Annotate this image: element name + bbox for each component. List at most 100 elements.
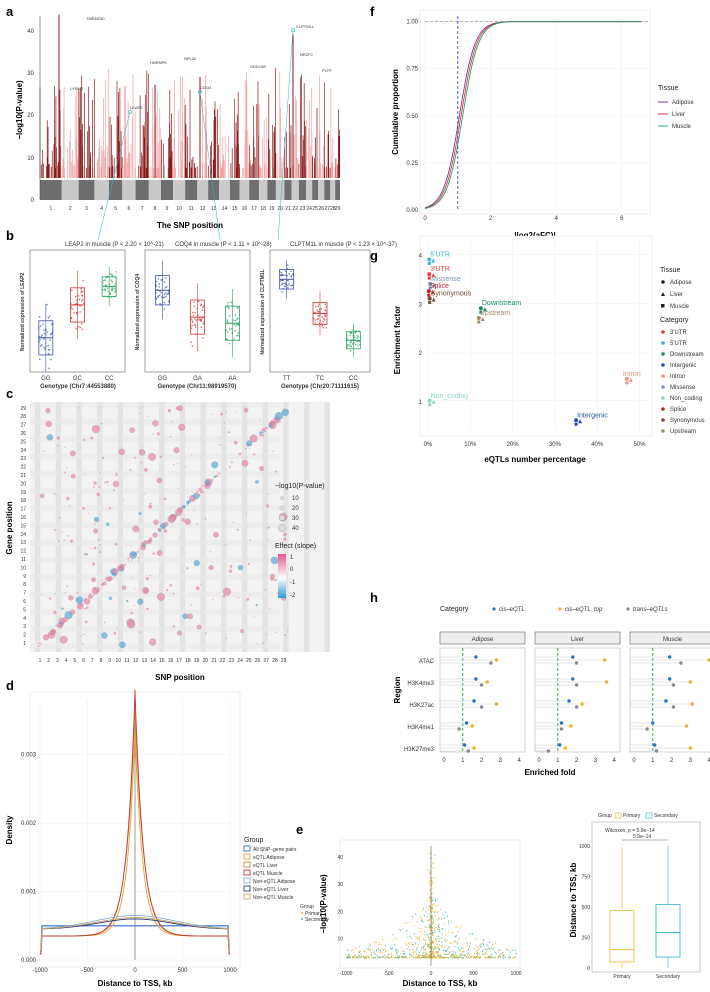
grid-band-x — [221, 402, 227, 652]
grid-band-y — [30, 436, 280, 443]
fold-xtick-1-0: 0 — [537, 758, 541, 764]
eqtl-bubble — [232, 461, 234, 464]
bubble-ytick-15: 15 — [20, 523, 26, 529]
box-point — [288, 273, 291, 275]
eqtl-bubble — [127, 557, 130, 560]
eqtl-bubble — [172, 625, 175, 628]
fold-point-H3K27me3-0 — [557, 743, 562, 747]
eqtl-bubble — [262, 432, 264, 434]
enr-tissue-shape-2 — [661, 304, 665, 308]
box-point — [349, 350, 352, 352]
eqtl-bubble — [97, 538, 100, 541]
fold-legend-item-0: cis–eQTL — [499, 607, 525, 613]
tss-xtick-0: 0 — [430, 971, 433, 977]
fold-point-H3K27ac-2 — [671, 705, 676, 709]
box3-ylabel: Normalized expression of CLPTM1L — [260, 269, 266, 354]
bubble-ytick-4: 4 — [23, 616, 26, 622]
box-point — [237, 332, 240, 335]
eqtl-bubble — [93, 594, 95, 596]
box-point — [80, 322, 83, 325]
eqtl-bubble — [195, 586, 200, 591]
tss-scatter-xlabel: Distance to TSS, kb — [403, 979, 478, 988]
eqtl-bubble — [138, 449, 146, 456]
density-curve-0 — [40, 925, 230, 952]
box-point — [324, 303, 327, 306]
eqtl-bubble — [223, 587, 231, 596]
box-legend-secondary-swatch — [645, 812, 653, 819]
box-point — [111, 280, 114, 283]
box-point — [49, 333, 52, 336]
fold-point-H3K4me3-2 — [671, 683, 676, 687]
eqtl-bubble — [61, 621, 65, 625]
enr-cat-item-3: Intergenic — [670, 363, 696, 369]
bubble-xtick-2: 2 — [47, 658, 50, 664]
fold-point-H3K4me1-0 — [464, 721, 469, 725]
fold-facet-strip-1 — [534, 631, 621, 645]
grid-band-y — [30, 505, 280, 512]
eqtl-bubble — [66, 496, 70, 501]
density-xtick-0: 0 — [133, 968, 137, 974]
eqtl-bubble — [106, 580, 109, 582]
chr-peaks-23 — [298, 74, 306, 178]
box-point — [41, 334, 43, 337]
eqtl-bubble — [156, 477, 163, 484]
box-point — [74, 295, 77, 298]
chr-band-25 — [312, 180, 319, 200]
fold-point-H3K27me3-0 — [652, 743, 657, 747]
chr-band-26 — [318, 180, 325, 200]
eqtl-bubble — [129, 468, 132, 472]
eqtl-bubble — [163, 529, 168, 533]
fold-point-H3K4me1-1 — [470, 724, 474, 728]
box-point — [228, 328, 231, 330]
eqtl-bubble — [37, 645, 40, 648]
eqtl-bubble — [75, 596, 84, 604]
eqtl-bubble — [90, 548, 92, 550]
box-point — [237, 335, 239, 337]
eqtl-bubble — [133, 604, 135, 607]
eqtl-bubble — [126, 599, 129, 603]
box-point — [163, 301, 166, 304]
gene-label-5: NR2F2 — [300, 52, 313, 57]
bubble-xtick-15: 15 — [159, 658, 165, 664]
eqtl-bubble — [284, 634, 286, 636]
eqtl-bubble — [240, 629, 245, 633]
enr-point-sq-Missense — [428, 286, 432, 290]
eqtl-bubble — [184, 518, 191, 525]
box-point — [38, 315, 41, 318]
fold-point-H3K27ac-0 — [664, 699, 668, 703]
eqtl-bubble — [114, 542, 118, 546]
eqtl-bubble — [84, 473, 86, 475]
box-point — [47, 344, 50, 347]
slope-0: 0 — [290, 567, 294, 573]
eqtl-bubble — [243, 407, 249, 413]
enr-xtick-40%: 40% — [591, 442, 604, 448]
fold-point-ATAC-2 — [679, 661, 683, 665]
enr-cat-dot-3 — [661, 363, 665, 367]
enr-cat-dot-5 — [661, 385, 665, 389]
eqtl-bubble — [139, 631, 142, 633]
grid-band-y — [30, 608, 280, 615]
eqtl-bubble — [61, 607, 64, 610]
fold-xtick-2-4: 4 — [707, 758, 710, 764]
eqtl-bubble — [113, 632, 117, 635]
chr-label-18: 18 — [260, 206, 266, 212]
cum-xtick-2: 2 — [489, 216, 493, 222]
box-point — [79, 305, 81, 307]
fold-point-H3K27ac-1 — [580, 702, 584, 706]
fold-facet-title-2: Muscle — [663, 637, 683, 643]
box-point — [39, 345, 42, 347]
box-point — [233, 323, 235, 326]
chr-label-8: 8 — [154, 206, 157, 212]
box-point — [226, 306, 229, 309]
enr-cat-item-9: Upstream — [670, 429, 696, 435]
box-point — [39, 338, 41, 341]
box-point — [288, 283, 290, 285]
bubble-xtick-29: 29 — [281, 658, 287, 664]
box-point — [162, 296, 165, 299]
chr-label-19: 19 — [269, 206, 275, 212]
density-legend-item-2: eQTL Liver — [253, 863, 278, 869]
box-point — [350, 340, 352, 343]
eqtl-bubble — [178, 423, 186, 431]
eqtl-bubble — [138, 531, 140, 533]
manhattan-ytick-0: 0 — [31, 198, 35, 204]
